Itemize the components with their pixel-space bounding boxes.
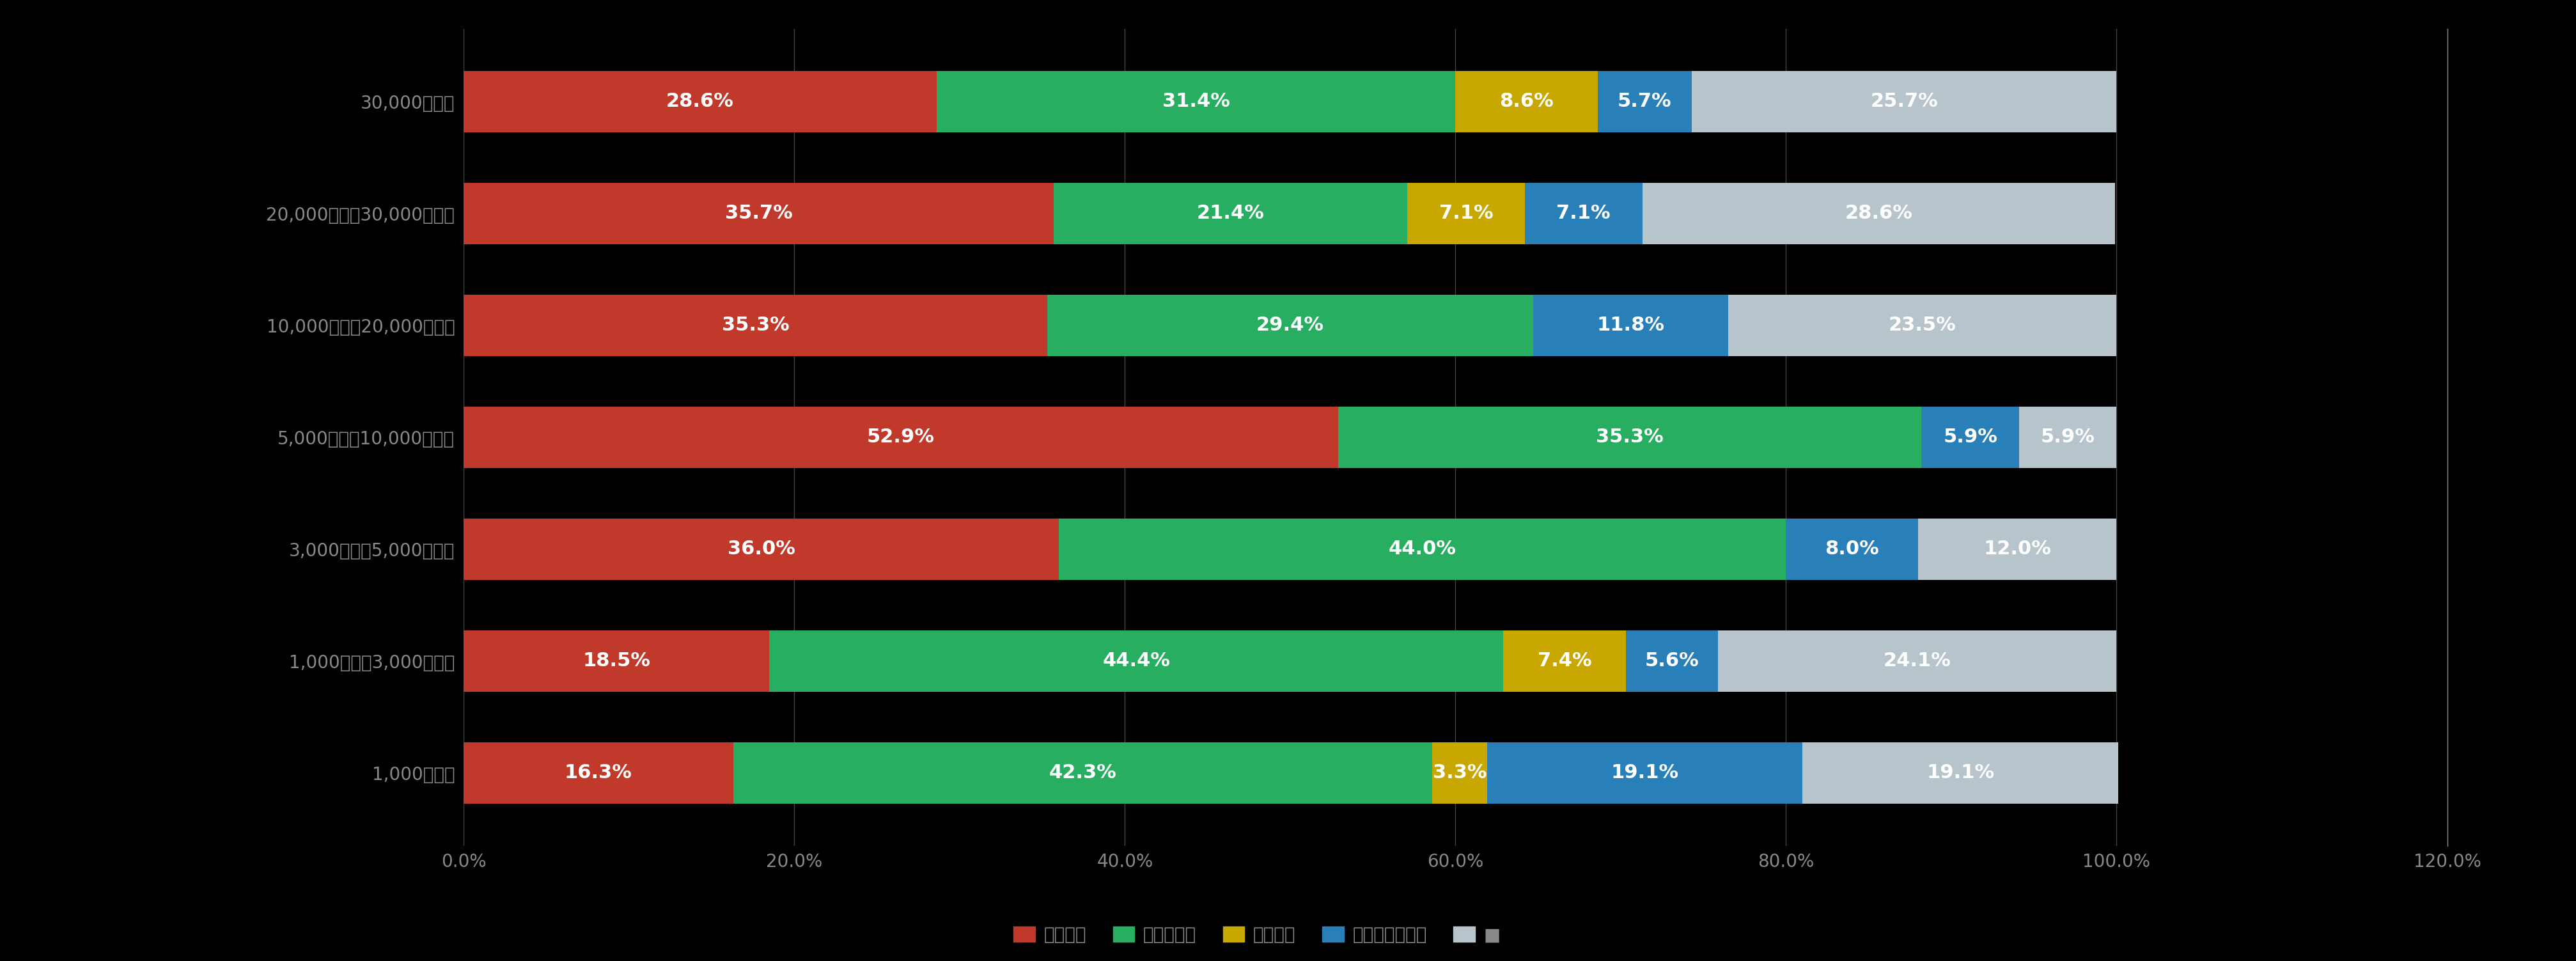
Bar	[1048, 295, 1533, 357]
Bar	[1432, 742, 1486, 803]
Text: 35.3%: 35.3%	[721, 316, 788, 334]
Text: 23.5%: 23.5%	[1888, 316, 1955, 334]
Bar	[1504, 630, 1625, 692]
Text: 5.9%: 5.9%	[1942, 428, 1996, 447]
Text: 7.1%: 7.1%	[1440, 204, 1494, 223]
Bar	[1803, 742, 2117, 803]
Bar	[1486, 742, 1803, 803]
Text: 35.3%: 35.3%	[1597, 428, 1664, 447]
Text: 42.3%: 42.3%	[1048, 764, 1115, 782]
Text: 29.4%: 29.4%	[1257, 316, 1324, 334]
Text: 52.9%: 52.9%	[868, 428, 935, 447]
Text: 35.7%: 35.7%	[724, 204, 793, 223]
Bar	[464, 630, 770, 692]
Bar	[464, 407, 1337, 468]
Bar	[1406, 183, 1525, 244]
Text: 12.0%: 12.0%	[1984, 540, 2050, 558]
Text: 24.1%: 24.1%	[1883, 652, 1950, 671]
Text: 44.4%: 44.4%	[1103, 652, 1170, 671]
Text: 31.4%: 31.4%	[1162, 92, 1229, 111]
Text: 36.0%: 36.0%	[726, 540, 796, 558]
Text: 7.1%: 7.1%	[1556, 204, 1610, 223]
Legend: 増加予定, 変わらない, 減少予定, 全くわからない, ■: 増加予定, 変わらない, 減少予定, 全くわからない, ■	[1007, 919, 1507, 951]
Text: 5.6%: 5.6%	[1646, 652, 1700, 671]
Bar	[1059, 518, 1785, 579]
Text: 28.6%: 28.6%	[667, 92, 734, 111]
Text: 28.6%: 28.6%	[1844, 204, 1911, 223]
Text: 7.4%: 7.4%	[1538, 652, 1592, 671]
Bar	[1692, 71, 2117, 133]
Text: 18.5%: 18.5%	[582, 652, 652, 671]
Bar	[1643, 183, 2115, 244]
Bar	[938, 71, 1455, 133]
Text: 8.6%: 8.6%	[1499, 92, 1553, 111]
Bar	[1922, 407, 2020, 468]
Bar	[1785, 518, 1919, 579]
Bar	[1455, 71, 1597, 133]
Bar	[734, 742, 1432, 803]
Bar	[1718, 630, 2117, 692]
Text: 19.1%: 19.1%	[1610, 764, 1680, 782]
Bar	[464, 71, 938, 133]
Bar	[1919, 518, 2117, 579]
Bar	[2020, 407, 2117, 468]
Text: 21.4%: 21.4%	[1198, 204, 1265, 223]
Bar	[1525, 183, 1643, 244]
Bar	[1054, 183, 1406, 244]
Bar	[1597, 71, 1692, 133]
Text: 5.7%: 5.7%	[1618, 92, 1672, 111]
Text: 8.0%: 8.0%	[1824, 540, 1880, 558]
Text: 19.1%: 19.1%	[1927, 764, 1994, 782]
Bar	[464, 183, 1054, 244]
Text: 25.7%: 25.7%	[1870, 92, 1937, 111]
Bar	[1337, 407, 1922, 468]
Text: 3.3%: 3.3%	[1432, 764, 1486, 782]
Bar	[464, 518, 1059, 579]
Bar	[1625, 630, 1718, 692]
Bar	[464, 742, 734, 803]
Text: 16.3%: 16.3%	[564, 764, 631, 782]
Bar	[1728, 295, 2117, 357]
Bar	[464, 295, 1048, 357]
Text: 44.0%: 44.0%	[1388, 540, 1455, 558]
Bar	[1533, 295, 1728, 357]
Text: 11.8%: 11.8%	[1597, 316, 1664, 334]
Text: 5.9%: 5.9%	[2040, 428, 2094, 447]
Bar	[770, 630, 1504, 692]
